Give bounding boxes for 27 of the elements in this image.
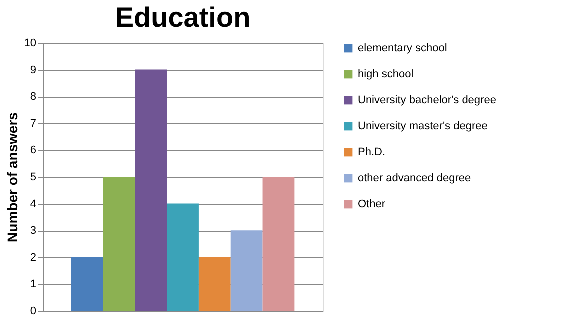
bar	[103, 177, 136, 311]
chart-title: Education	[115, 2, 251, 33]
bar	[198, 257, 231, 311]
y-tick-label: 10	[24, 38, 36, 50]
legend-label: high school	[358, 68, 414, 80]
y-tick-label: 4	[30, 198, 36, 210]
y-tick-label: 0	[30, 306, 36, 318]
legend-label: elementary school	[358, 42, 448, 54]
y-axis-title: Number of answers	[4, 112, 20, 242]
y-tick-label: 5	[30, 172, 36, 184]
legend-label: University bachelor's degree	[358, 94, 496, 106]
bar	[167, 204, 199, 311]
y-tick-label: 6	[30, 144, 36, 157]
y-tick-label: 1	[30, 278, 36, 291]
y-tick-label: 7	[30, 118, 36, 130]
y-tick-label: 3	[30, 225, 36, 238]
legend-label: Ph.D.	[358, 146, 386, 158]
bar	[135, 70, 168, 311]
legend-label: University master's degree	[358, 120, 488, 132]
y-tick-label: 8	[30, 91, 36, 104]
y-tick-label: 2	[30, 252, 36, 264]
bar	[71, 257, 104, 311]
bar	[262, 177, 295, 311]
legend-label: Other	[358, 198, 386, 210]
legend-label: other advanced degree	[358, 172, 472, 184]
bar	[230, 230, 263, 311]
y-tick-label: 9	[30, 64, 36, 76]
